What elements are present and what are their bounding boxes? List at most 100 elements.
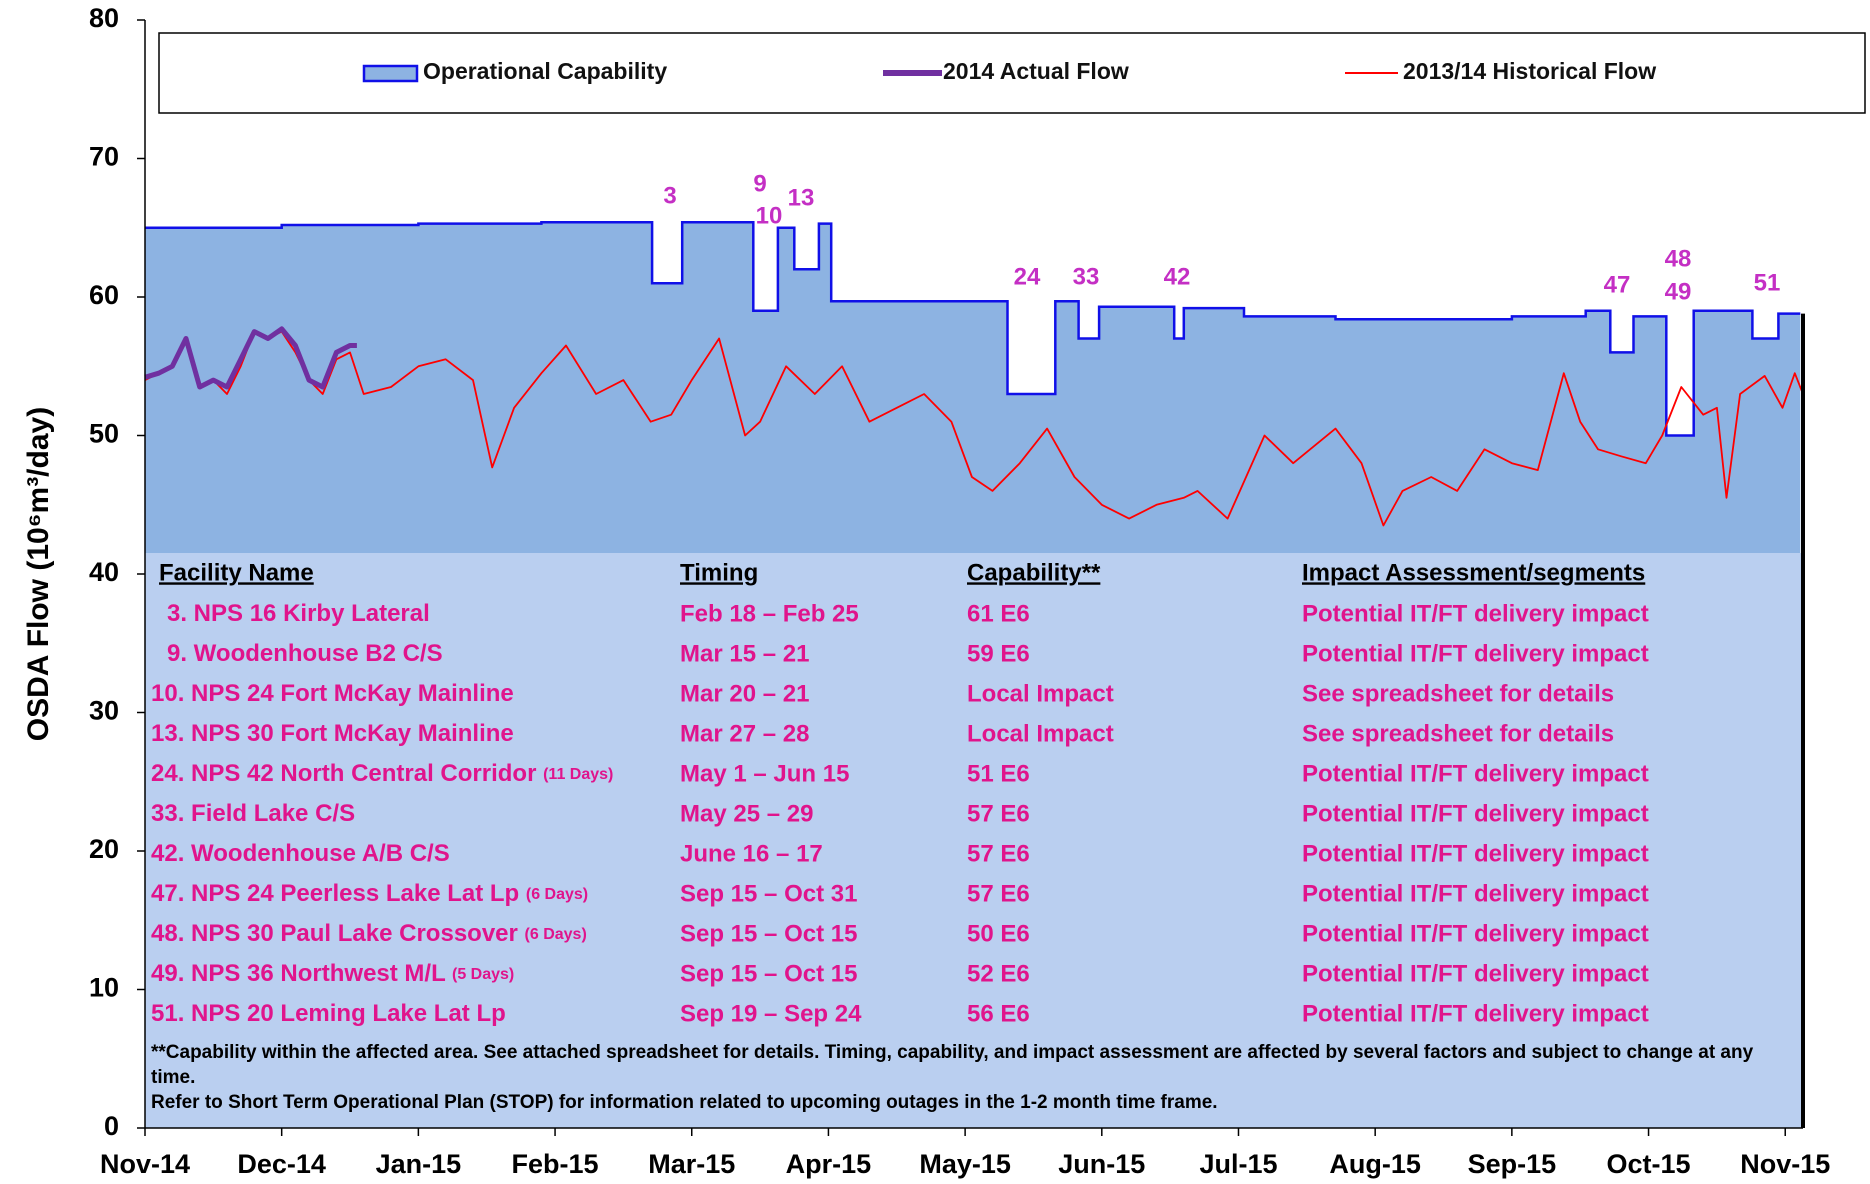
- capability: 57 E6: [967, 880, 1030, 907]
- capability: 51 E6: [967, 760, 1030, 787]
- legend-label: 2013/14 Historical Flow: [1403, 58, 1656, 84]
- legend-label: Operational Capability: [423, 58, 667, 84]
- capability: 61 E6: [967, 600, 1030, 627]
- x-tick-label: May-15: [919, 1149, 1011, 1179]
- flow-line: [144, 330, 1804, 527]
- impact: See spreadsheet for details: [1302, 720, 1614, 747]
- x-tick-label: Jun-15: [1058, 1149, 1145, 1179]
- impact: Potential IT/FT delivery impact: [1302, 920, 1649, 947]
- y-tick-label: 80: [89, 3, 119, 33]
- table-header: Facility Name: [159, 559, 314, 586]
- outage-label: 51: [1754, 269, 1781, 296]
- y-tick-label: 30: [89, 696, 119, 726]
- x-tick-label: Mar-15: [648, 1149, 735, 1179]
- y-tick-label: 70: [89, 142, 119, 172]
- y-tick-label: 10: [89, 973, 119, 1003]
- timing: Sep 15 – Oct 15: [680, 960, 857, 987]
- facility-name-text: 9. Woodenhouse B2 C/S: [167, 640, 443, 667]
- outage-label: 3: [663, 182, 676, 209]
- facility-name-text: 42. Woodenhouse A/B C/S: [151, 840, 450, 867]
- facility-name-text: 3. NPS 16 Kirby Lateral: [167, 600, 430, 627]
- outage-label: 9: [753, 170, 766, 197]
- facility-days: (6 Days): [525, 926, 587, 943]
- impact: Potential IT/FT delivery impact: [1302, 640, 1649, 667]
- facility-name-text: 33. Field Lake C/S: [151, 800, 355, 827]
- impact: Potential IT/FT delivery impact: [1302, 840, 1649, 867]
- impact: See spreadsheet for details: [1302, 680, 1614, 707]
- outage-label: 33: [1073, 263, 1100, 290]
- y-tick-label: 60: [89, 280, 119, 310]
- y-tick-label: 40: [89, 557, 119, 587]
- capability: 56 E6: [967, 1000, 1030, 1027]
- facility-name: 42. Woodenhouse A/B C/S: [151, 840, 450, 867]
- outage-label: 49: [1665, 278, 1692, 305]
- timing: Sep 15 – Oct 15: [680, 920, 857, 947]
- facility-name-text: 49. NPS 36 Northwest M/L: [151, 960, 445, 987]
- table-header: Timing: [680, 559, 758, 586]
- x-tick-label: Apr-15: [786, 1149, 872, 1179]
- capability: 57 E6: [967, 840, 1030, 867]
- impact: Potential IT/FT delivery impact: [1302, 880, 1649, 907]
- capability: Local Impact: [967, 720, 1114, 747]
- timing: Mar 27 – 28: [680, 720, 809, 747]
- timing: Mar 20 – 21: [680, 680, 809, 707]
- timing: Sep 15 – Oct 31: [680, 880, 857, 907]
- facility-name-text: 24. NPS 42 North Central Corridor: [151, 760, 536, 787]
- x-tick-label: Nov-15: [1740, 1149, 1830, 1179]
- facility-name: 48. NPS 30 Paul Lake Crossover (6 Days): [151, 920, 587, 947]
- table-header: Capability**: [967, 559, 1101, 586]
- table-background: [145, 553, 1803, 1128]
- outage-label: 48: [1665, 245, 1692, 272]
- x-tick-label: Feb-15: [512, 1149, 599, 1179]
- facility-name: 24. NPS 42 North Central Corridor (11 Da…: [151, 760, 613, 787]
- capability: 52 E6: [967, 960, 1030, 987]
- x-tick-label: Oct-15: [1607, 1149, 1691, 1179]
- facility-name: 47. NPS 24 Peerless Lake Lat Lp (6 Days): [151, 880, 588, 907]
- x-tick-label: Sep-15: [1468, 1149, 1557, 1179]
- legend-swatch: [362, 64, 419, 83]
- facility-days: (6 Days): [526, 886, 588, 903]
- facility-name: 49. NPS 36 Northwest M/L (5 Days): [151, 960, 514, 987]
- capability: 50 E6: [967, 920, 1030, 947]
- facility-name-text: 13. NPS 30 Fort McKay Mainline: [151, 720, 514, 747]
- facility-name-text: 51. NPS 20 Leming Lake Lat Lp: [151, 1000, 506, 1027]
- facility-days: (11 Days): [543, 766, 613, 783]
- impact: Potential IT/FT delivery impact: [1302, 600, 1649, 627]
- timing: Sep 19 – Sep 24: [680, 1000, 862, 1027]
- x-tick-label: Dec-14: [237, 1149, 326, 1179]
- facility-name: 51. NPS 20 Leming Lake Lat Lp: [151, 1000, 506, 1027]
- outage-label: 24: [1014, 263, 1041, 290]
- capability: 57 E6: [967, 800, 1030, 827]
- facility-days: (5 Days): [452, 966, 514, 983]
- timing: Mar 15 – 21: [680, 640, 809, 667]
- facility-name: 10. NPS 24 Fort McKay Mainline: [151, 680, 514, 707]
- impact: Potential IT/FT delivery impact: [1302, 760, 1649, 787]
- capability: 59 E6: [967, 640, 1030, 667]
- table-header: Impact Assessment/segments: [1302, 559, 1645, 586]
- outage-label: 13: [788, 184, 815, 211]
- footnote: Refer to Short Term Operational Plan (ST…: [151, 1092, 1218, 1113]
- facility-name-text: 10. NPS 24 Fort McKay Mainline: [151, 680, 514, 707]
- facility-name: 3. NPS 16 Kirby Lateral: [167, 600, 430, 627]
- y-tick-label: 0: [104, 1111, 119, 1141]
- outage-label: 47: [1604, 271, 1631, 298]
- y-axis-title: OSDA Flow (10⁶m³/day): [22, 407, 55, 741]
- facility-name: 13. NPS 30 Fort McKay Mainline: [151, 720, 514, 747]
- facility-name-text: 48. NPS 30 Paul Lake Crossover: [151, 920, 518, 947]
- timing: May 25 – 29: [680, 800, 813, 827]
- legend-label: 2014 Actual Flow: [943, 58, 1129, 84]
- x-tick-label: Jan-15: [376, 1149, 462, 1179]
- x-tick-label: Nov-14: [100, 1149, 190, 1179]
- timing: May 1 – Jun 15: [680, 760, 849, 787]
- timing: June 16 – 17: [680, 840, 823, 867]
- capability-line: [145, 220, 1801, 437]
- impact: Potential IT/FT delivery impact: [1302, 960, 1649, 987]
- footnotes: **Capability within the affected area. S…: [151, 1040, 1801, 1115]
- facility-name: 33. Field Lake C/S: [151, 800, 355, 827]
- y-tick-label: 50: [89, 419, 119, 449]
- x-tick-label: Jul-15: [1199, 1149, 1277, 1179]
- facility-name-text: 47. NPS 24 Peerless Lake Lat Lp: [151, 880, 519, 907]
- flow-line: [144, 326, 357, 390]
